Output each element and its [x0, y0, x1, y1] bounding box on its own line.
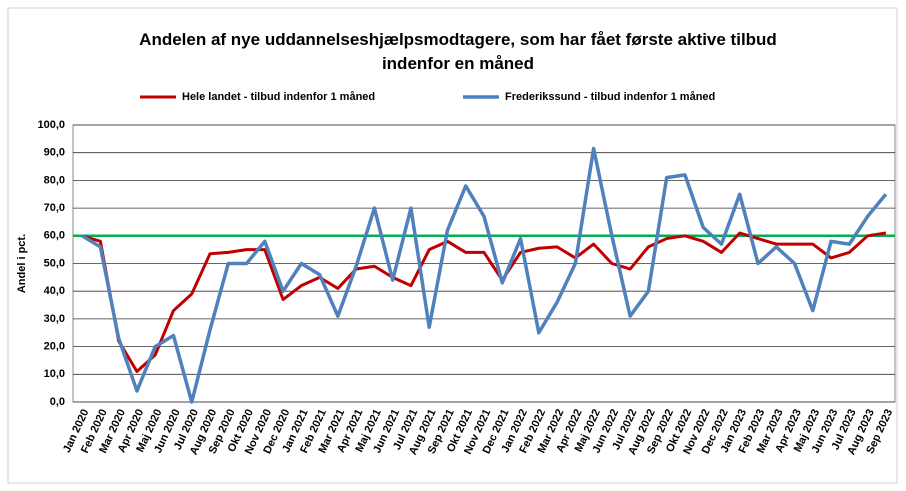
chart-title: Andelen af nye uddannelseshjælpsmodtager…: [139, 30, 777, 73]
y-axis-title: Andel i pct.: [16, 234, 28, 293]
y-tick-label: 30,0: [44, 313, 65, 325]
y-tick-label: 70,0: [44, 202, 65, 214]
y-tick-label: 50,0: [44, 257, 65, 269]
legend-label: Hele landet - tilbud indenfor 1 måned: [182, 91, 375, 103]
series-line: [81, 146, 888, 404]
legend-label: Frederikssund - tilbud indenfor 1 måned: [505, 91, 715, 103]
y-tick-label: 80,0: [44, 174, 65, 186]
y-tick-label: 40,0: [44, 285, 65, 297]
y-tick-label: 100,0: [37, 119, 65, 131]
y-tick-label: 90,0: [44, 147, 65, 159]
y-tick-label: 20,0: [44, 341, 65, 353]
y-tick-label: 0,0: [50, 396, 65, 408]
y-tick-label: 60,0: [44, 230, 65, 242]
y-tick-label: 10,0: [44, 368, 65, 380]
